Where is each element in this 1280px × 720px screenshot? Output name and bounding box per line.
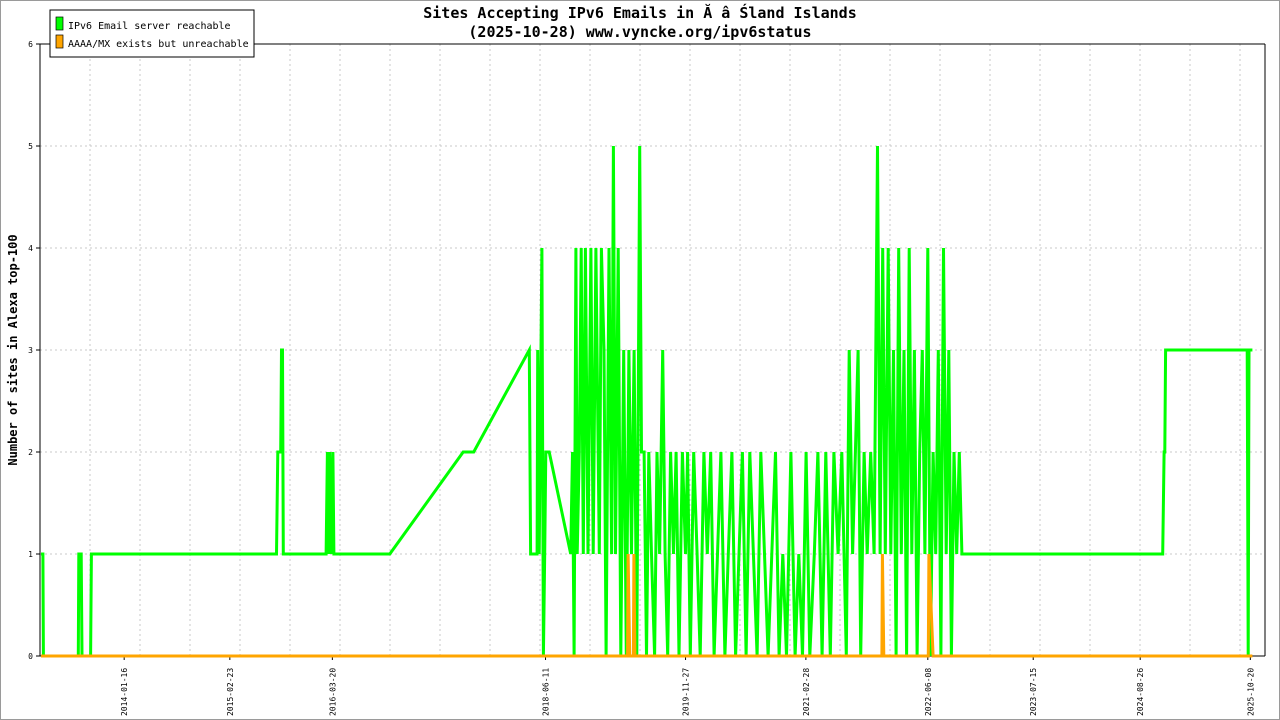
x-tick-label: 2018-06-11 [542,668,551,716]
legend: IPv6 Email server reachable AAAA/MX exis… [49,9,255,58]
x-tick-label: 2023-07-15 [1029,668,1038,716]
legend-label-unreachable: AAAA/MX exists but unreachable [68,39,249,50]
series-lines [41,145,1253,658]
x-tick-label: 2016-03-20 [328,668,337,716]
legend-swatch-reachable [55,16,64,31]
legend-box [49,9,255,58]
series-line-unreachable [41,553,1253,658]
chart-title: Sites Accepting IPv6 Emails in Ă â Śland… [423,3,856,22]
chart-subtitle: (2025-10-28) www.vyncke.org/ipv6status [468,23,811,41]
y-tick-label: 2 [28,448,33,457]
x-tick-label: 2019-11-27 [682,668,691,716]
y-tick-label: 5 [28,142,33,151]
y-tick-label: 0 [28,652,33,661]
y-axis-label: Number of sites in Alexa top-100 [6,234,20,465]
y-tick-label: 1 [28,550,33,559]
legend-swatch-unreachable [55,34,64,49]
x-tick-label: 2015-02-23 [226,668,235,716]
x-tick-label: 2021-02-28 [802,668,811,716]
series-line-reachable [41,145,1253,658]
y-tick-label: 3 [28,346,33,355]
y-tick-label: 4 [28,244,33,253]
x-tick-label: 2024-08-26 [1136,668,1145,716]
x-tick-label: 2025-10-20 [1246,668,1255,716]
x-tick-label: 2014-01-16 [120,668,129,716]
legend-label-reachable: IPv6 Email server reachable [68,21,231,32]
x-tick-label: 2022-06-08 [924,668,933,716]
y-tick-label: 6 [28,40,33,49]
